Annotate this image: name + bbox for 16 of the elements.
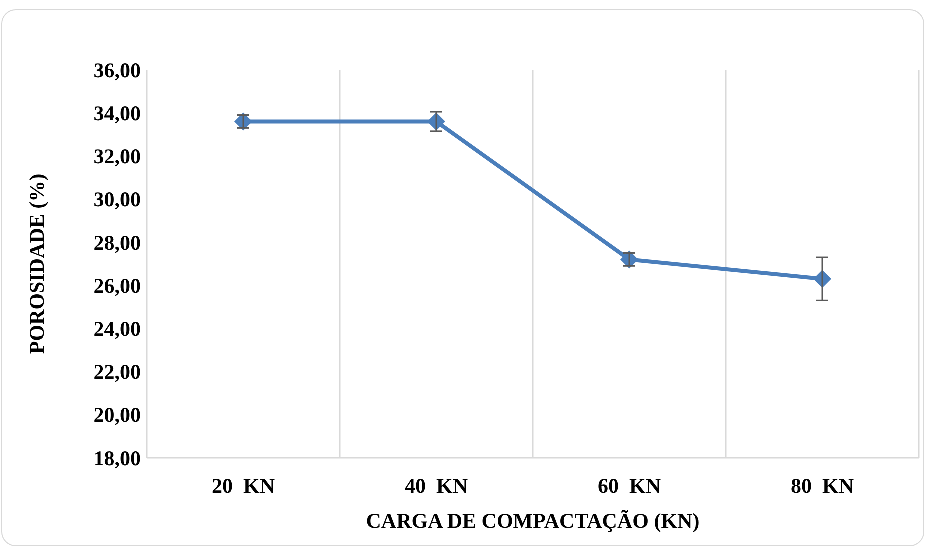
x-tick-label: 80 KN xyxy=(791,474,854,498)
y-tick-label: 26,00 xyxy=(94,274,141,298)
y-tick-label: 22,00 xyxy=(94,360,141,384)
x-axis-title: CARGA DE COMPACTAÇÃO (KN) xyxy=(366,509,700,533)
y-axis-title: POROSIDADE (%) xyxy=(25,174,49,354)
x-tick-label: 60 KN xyxy=(598,474,661,498)
y-tick-label: 18,00 xyxy=(94,446,141,470)
x-tick-label: 40 KN xyxy=(405,474,468,498)
y-tick-label: 20,00 xyxy=(94,403,141,428)
y-tick-label: 24,00 xyxy=(94,317,141,342)
x-tick-label: 20 KN xyxy=(212,474,275,498)
y-tick-label: 32,00 xyxy=(94,144,141,169)
y-tick-label: 30,00 xyxy=(94,188,141,212)
y-tick-label: 34,00 xyxy=(94,101,141,126)
y-tick-label: 28,00 xyxy=(94,230,141,255)
y-tick-label: 36,00 xyxy=(94,58,141,82)
